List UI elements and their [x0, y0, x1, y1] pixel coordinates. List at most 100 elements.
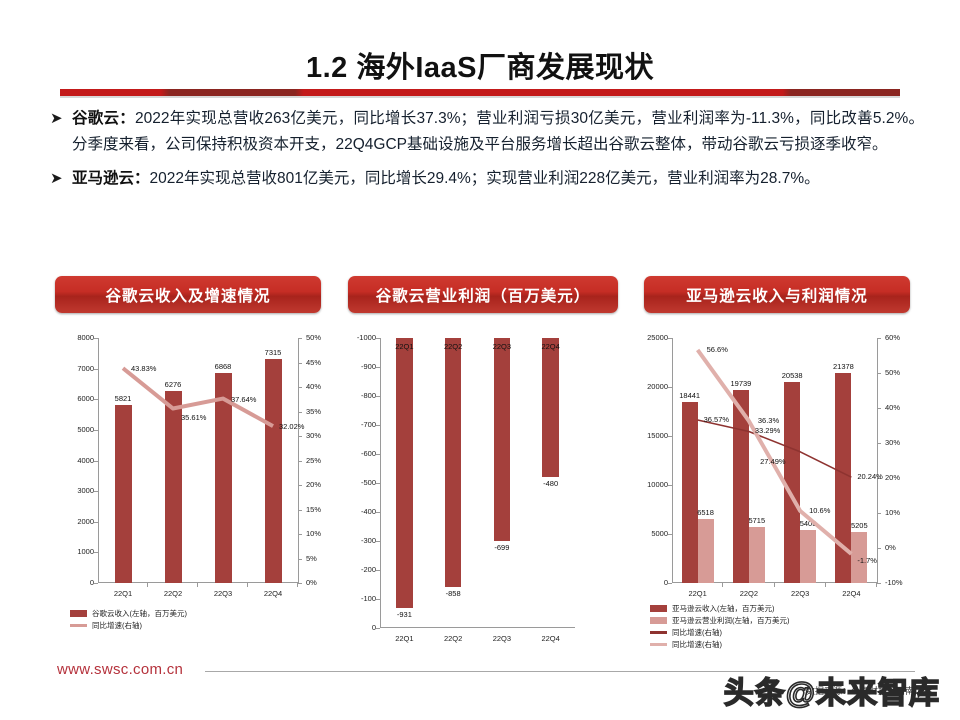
chart1-bar-label: 5821	[114, 393, 132, 403]
chart2-ytick-mark	[376, 483, 380, 484]
chart2-category-label: 22Q3	[492, 634, 512, 643]
chart3-bar-label: 5403	[799, 519, 817, 529]
chart1-ytick: 1000	[77, 547, 94, 557]
chart3-y2tick: -10%	[885, 578, 903, 587]
chart1-xtick-mark	[297, 583, 298, 587]
legend-swatch-icon	[650, 605, 667, 612]
chart3-ytick-mark	[668, 387, 672, 388]
legend-swatch-icon	[70, 610, 87, 617]
chart3-line-label: 10.6%	[809, 505, 831, 515]
chart3-y2tick-mark	[877, 583, 881, 584]
chart3-plot-area	[672, 338, 877, 583]
chart1-ytick-mark	[94, 338, 98, 339]
chart2-ytick: -800	[360, 391, 376, 400]
chart3-line-label: -1.7%	[857, 555, 877, 565]
chart2-bar	[493, 338, 511, 541]
chart3-bar-label: 5715	[748, 515, 766, 525]
footer-url[interactable]: www.swsc.com.cn	[57, 661, 184, 678]
chart3-bar	[697, 519, 714, 583]
bullet-item-google: ➤ 谷歌云：2022年实现总营收263亿美元，同比增长37.3%；营业利润亏损3…	[48, 106, 924, 157]
chart-amazon-revenue-profit: 0 5000 10000 15000 20000 25000 -10% 0% 10% 20% 30%…	[630, 328, 940, 658]
bullet-text-google: 谷歌云：2022年实现总营收263亿美元，同比增长37.3%；营业利润亏损30亿…	[72, 106, 924, 157]
chart1-line-label: 35.61%	[181, 412, 207, 422]
chart1-plot-area	[98, 338, 298, 583]
legend-swatch-icon	[650, 617, 667, 624]
chart2-bar-category-inline: 22Q2	[443, 342, 463, 351]
chart2-ytick-mark	[376, 367, 380, 368]
chart2-ytick-mark	[376, 425, 380, 426]
chart3-ytick: 10000	[647, 480, 668, 489]
chart3-line-label: 56.6%	[706, 344, 728, 354]
legend-label: 同比增速(右轴)	[92, 621, 142, 630]
chart3-y2tick: 20%	[885, 473, 901, 482]
chart1-ytick-mark	[94, 491, 98, 493]
chart1-y2tick: 20%	[306, 480, 322, 489]
chart3-bar	[784, 381, 801, 583]
legend-label: 亚马逊云收入(左轴，百万美元)	[672, 604, 775, 613]
chart1-y2tick-mark	[298, 534, 302, 535]
chart3-line-label: 33.29%	[754, 426, 781, 436]
chart1-xtick-mark	[197, 583, 198, 587]
chart1-ytick-mark	[94, 552, 98, 554]
chart1-ytick: 4000	[77, 455, 94, 465]
chart1-ytick: 2000	[77, 516, 94, 526]
chart1-ytick: 6000	[77, 394, 94, 404]
chart3-y2tick: 30%	[885, 438, 901, 447]
chart2-plot-area	[380, 338, 575, 628]
chart3-bar	[800, 530, 816, 583]
chart1-bar-label: 7315	[264, 347, 282, 357]
chart1-line-label: 43.83%	[131, 364, 157, 374]
chart1-legend: 谷歌云收入(左轴，百万美元) 同比增速(右轴)	[70, 608, 187, 632]
chart3-ytick: 25000	[647, 333, 668, 342]
chart1-y2tick: 40%	[306, 382, 322, 391]
chart3-bar-label: 20538	[781, 370, 803, 380]
chart1-bar	[214, 372, 232, 583]
chart3-line-label: 20.24%	[857, 472, 883, 482]
chart1-ytick: 8000	[77, 333, 94, 342]
chart2-ytick: -300	[360, 536, 376, 545]
chart3-xtick-mark	[824, 583, 826, 587]
chart3-y2tick-mark	[877, 478, 881, 479]
bullet-lead-amazon: 亚马逊云：	[72, 170, 150, 187]
legend-label: 同比增速(右轴)	[672, 628, 722, 637]
chart3-xtick-mark	[722, 583, 724, 587]
bullet-lead-google: 谷歌云：	[72, 110, 136, 127]
chart1-ytick-mark	[94, 521, 98, 523]
chart3-y2tick-mark	[877, 548, 881, 549]
chart3-line-label: 27.49%	[760, 456, 786, 466]
footer-divider	[205, 671, 915, 672]
chart1-ytick-mark	[94, 399, 98, 401]
chart3-y2tick-mark	[877, 373, 881, 374]
chart1-bar-label: 6276	[164, 379, 182, 389]
chart3-y2tick: 10%	[885, 508, 901, 517]
legend-label: 亚马逊云营业利润(左轴，百万美元)	[672, 616, 790, 625]
chart2-category-label: 22Q4	[541, 634, 560, 643]
chart3-line-label: 36.3%	[757, 415, 780, 425]
chart2-bar-label: -931	[396, 609, 412, 619]
chart1-y2tick-mark	[298, 338, 302, 339]
chart3-legend: 亚马逊云收入(左轴，百万美元) 亚马逊云营业利润(左轴，百万美元) 同比增速(右轴)…	[650, 603, 790, 651]
chart1-line-label: 37.64%	[231, 394, 257, 404]
chart1-y2tick: 45%	[306, 357, 322, 367]
bullet-list: ➤ 谷歌云：2022年实现总营收263亿美元，同比增长37.3%；营业利润亏损3…	[48, 106, 924, 201]
chart2-ytick: -900	[360, 362, 376, 371]
chart1-ytick: 5000	[77, 424, 94, 434]
chart3-y2tick: 60%	[885, 333, 901, 342]
page-title: 1.2 海外IaaS厂商发展现状	[305, 52, 655, 84]
legend-swatch-icon	[650, 631, 667, 634]
chart1-ytick-mark	[94, 368, 98, 370]
chart1-y2tick: 35%	[306, 406, 322, 416]
bullet-body-amazon: 2022年实现总营收801亿美元，同比增长29.4%；实现营业利润228亿美元，…	[149, 170, 820, 187]
chart2-category-label: 22Q1	[395, 634, 414, 643]
chart1-y2tick-mark	[298, 411, 302, 413]
chart1-y2tick: 15%	[306, 504, 322, 514]
chart3-xtick-mark	[876, 583, 877, 587]
chart3-legend-item: 同比增速(右轴)	[650, 627, 790, 638]
chart2-ytick-mark	[376, 396, 380, 397]
chart1-legend-item: 谷歌云收入(左轴，百万美元)	[70, 608, 187, 619]
chart1-ytick-mark	[94, 583, 98, 584]
chart3-legend-item: 亚马逊云收入(左轴，百万美元)	[650, 603, 790, 614]
chart2-ytick-mark	[376, 338, 380, 339]
chart-google-revenue: 0 1000 2000 3000 4000 5000 6000 7000 8000 0% 5% 10%…	[52, 328, 342, 648]
